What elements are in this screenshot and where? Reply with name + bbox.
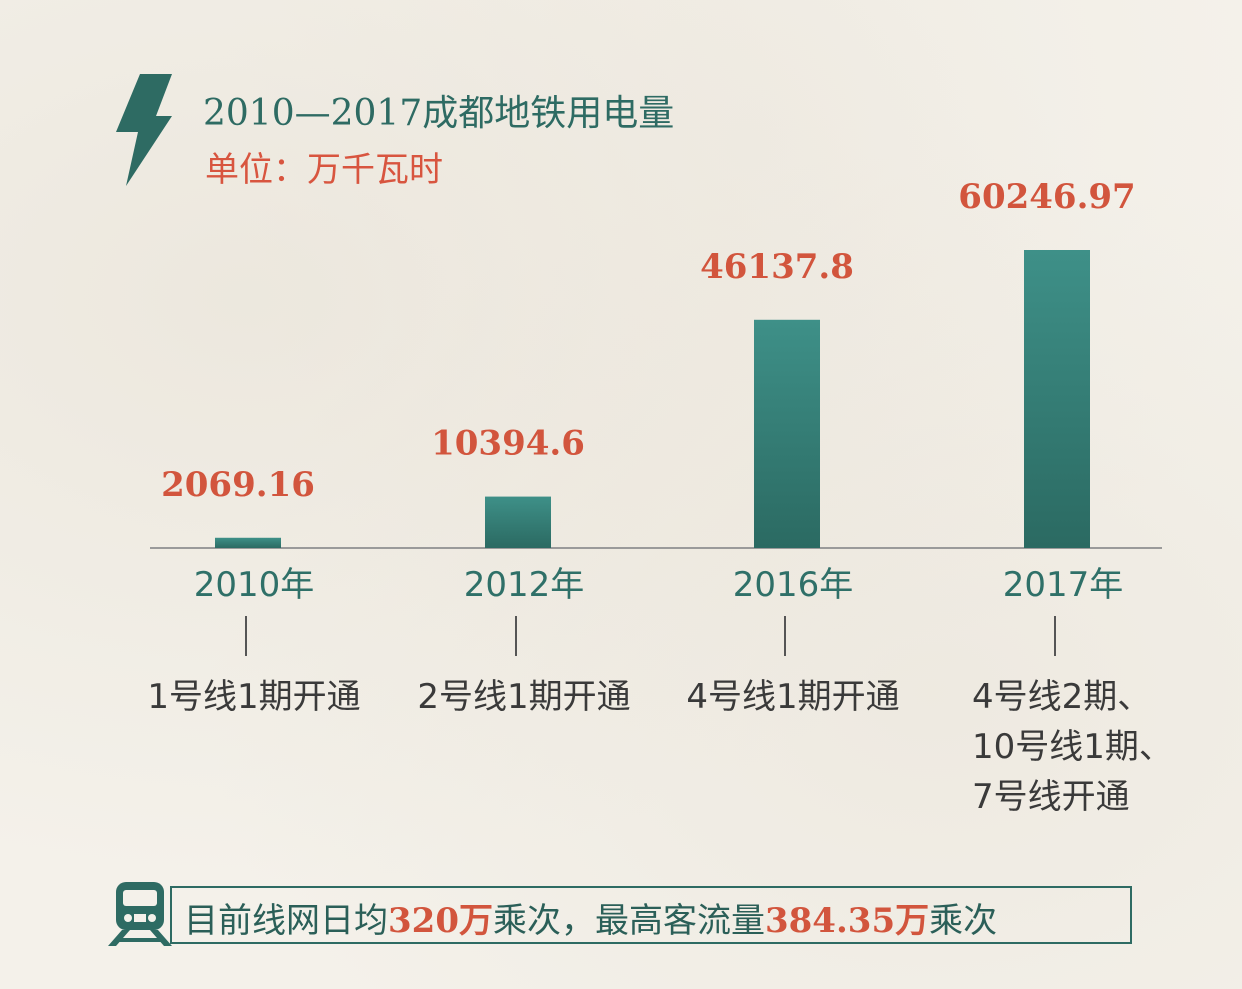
- milestone-note-2-0: 4号线1期开通: [686, 677, 899, 717]
- footer-text: 目前线网日均320万乘次，最高客流量384.35万乘次: [184, 893, 997, 942]
- milestone-note-3-0: 4号线2期、: [972, 677, 1151, 717]
- footer-part-0: 目前线网日均: [184, 901, 388, 941]
- value-label-2: 46137.8: [700, 247, 854, 287]
- x-tick-label-1: 2012年: [464, 565, 585, 605]
- bar-1: [485, 496, 551, 548]
- train-icon: [108, 882, 172, 946]
- footer-part-3: 384.35万: [764, 901, 930, 941]
- value-label-0: 2069.16: [161, 465, 315, 505]
- milestone-note-0-0: 1号线1期开通: [147, 677, 360, 717]
- footer-part-2: 乘次，最高客流量: [492, 901, 765, 941]
- value-label-3: 60246.97: [958, 177, 1135, 217]
- milestone-note-3-1: 10号线1期、: [972, 727, 1173, 767]
- milestone-note-1-0: 2号线1期开通: [417, 677, 630, 717]
- x-tick-label-3: 2017年: [1003, 565, 1124, 605]
- chart-title: 2010—2017成都地铁用电量: [203, 93, 675, 134]
- bar-3: [1024, 250, 1090, 548]
- footer-part-4: 乘次: [929, 901, 998, 941]
- bar-0: [215, 537, 281, 548]
- value-label-1: 10394.6: [431, 424, 585, 464]
- unit-label: 单位：万千瓦时: [205, 150, 443, 190]
- lightning-bolt-icon: [116, 74, 172, 186]
- bar-2: [754, 319, 820, 548]
- x-tick-label-2: 2016年: [733, 565, 854, 605]
- x-tick-label-0: 2010年: [194, 565, 315, 605]
- bar-chart: 2069.16 2010年 1号线1期开通 10394.6 2012年 2号线1期开通 46…: [147, 177, 1173, 817]
- footer-box: [170, 886, 1132, 944]
- milestone-note-3-2: 7号线开通: [972, 777, 1130, 817]
- footer-part-1: 320万: [388, 901, 493, 941]
